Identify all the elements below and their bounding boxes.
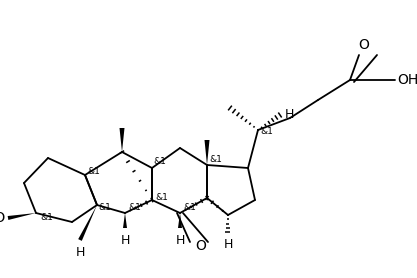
Text: &1: &1: [98, 203, 111, 212]
Polygon shape: [78, 205, 97, 241]
Polygon shape: [204, 140, 209, 165]
Text: OH: OH: [397, 73, 417, 87]
Text: H: H: [121, 234, 130, 247]
Text: &1: &1: [155, 192, 168, 202]
Text: H: H: [224, 238, 233, 251]
Text: O: O: [359, 38, 369, 52]
Text: HO: HO: [0, 211, 6, 225]
Text: H: H: [285, 108, 294, 121]
Text: &1: &1: [153, 158, 166, 167]
Text: &1: &1: [128, 202, 141, 212]
Text: &1: &1: [87, 168, 100, 177]
Polygon shape: [178, 213, 182, 228]
Polygon shape: [120, 128, 125, 152]
Text: &1: &1: [183, 202, 196, 212]
Text: &1: &1: [260, 128, 273, 136]
Text: &1: &1: [209, 155, 222, 165]
Text: H: H: [175, 234, 185, 247]
Polygon shape: [123, 213, 127, 228]
Text: O: O: [196, 239, 206, 253]
Polygon shape: [8, 213, 36, 220]
Text: &1: &1: [40, 214, 53, 222]
Text: H: H: [75, 246, 85, 259]
